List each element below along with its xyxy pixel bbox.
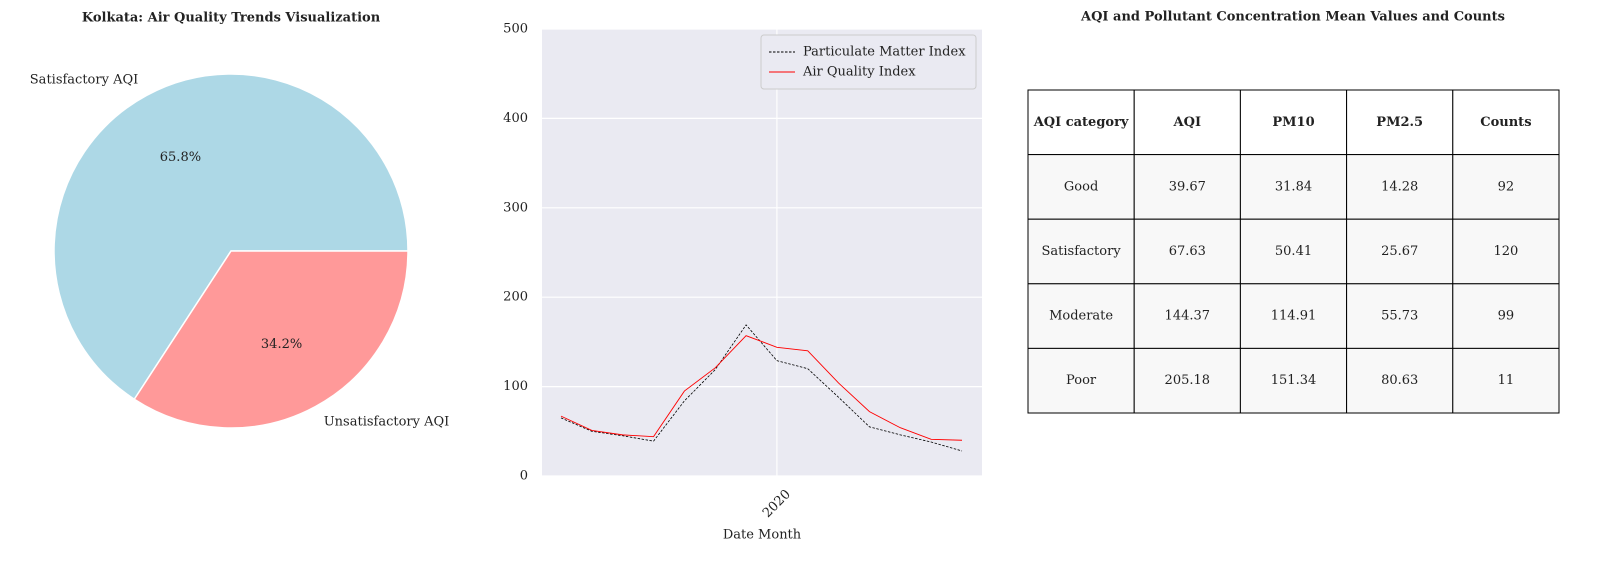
- table-cell-text: 55.73: [1381, 309, 1418, 324]
- table-cell: [1027, 218, 1135, 285]
- table-cell-text: 120: [1493, 244, 1518, 259]
- table-header-cell: [1027, 89, 1135, 156]
- table-cell: [1133, 283, 1241, 349]
- table-cell-text: 144.37: [1165, 309, 1211, 324]
- table-header-cell: [1239, 89, 1348, 156]
- table-cell-text: 50.41: [1275, 244, 1312, 259]
- table-header-cell: [1133, 89, 1241, 156]
- table-cell-text: Poor: [1066, 373, 1097, 388]
- table-header-text: AQI category: [1033, 115, 1129, 130]
- table-header-cell: [1452, 89, 1560, 156]
- line-series: [560, 324, 963, 452]
- table-cell: [1346, 218, 1454, 285]
- table-cell-text: 80.63: [1381, 373, 1418, 388]
- table-cell: [1346, 283, 1454, 349]
- table-header-cell: [1346, 89, 1454, 156]
- y-tick-label: 400: [503, 111, 528, 126]
- table-cell-text: 99: [1498, 309, 1515, 324]
- plot-background: [542, 29, 982, 476]
- table-cell: [1133, 218, 1241, 285]
- y-tick-label: 200: [503, 290, 528, 305]
- table-cell: [1133, 347, 1241, 414]
- table-cell: [1346, 347, 1454, 414]
- legend-box: [760, 34, 977, 90]
- table-header-text: PM10: [1272, 115, 1314, 130]
- x-axis-label: Date Month: [723, 528, 802, 543]
- table-cell: [1452, 154, 1560, 220]
- table-cell-text: 14.28: [1381, 179, 1418, 194]
- pie-label: Unsatisfactory AQI: [324, 415, 450, 430]
- table-cell: [1346, 154, 1454, 220]
- table-cell-text: 39.67: [1169, 179, 1206, 194]
- table-cell: [1452, 218, 1560, 285]
- legend-label: Air Quality Index: [802, 65, 916, 80]
- table-cell-text: Good: [1064, 179, 1098, 194]
- table-header-text: AQI: [1173, 115, 1202, 130]
- table-cell-text: Satisfactory: [1042, 244, 1122, 259]
- pie-percent-label: 65.8%: [160, 150, 201, 165]
- table-cell-text: 31.84: [1275, 179, 1312, 194]
- y-tick-label: 100: [503, 379, 528, 394]
- table-cell: [1027, 347, 1135, 414]
- line-series: [560, 335, 963, 441]
- table-title: AQI and Pollutant Concentration Mean Val…: [1080, 10, 1505, 25]
- x-tick-label: 2020: [760, 487, 794, 521]
- table-cell-text: 67.63: [1169, 244, 1206, 259]
- table-cell-text: 11: [1498, 373, 1515, 388]
- pie-slice: [53, 73, 409, 401]
- table-cell: [1452, 283, 1560, 349]
- table-cell-text: 151.34: [1271, 373, 1317, 388]
- y-tick-label: 0: [520, 469, 528, 484]
- table-cell-text: 92: [1498, 179, 1515, 194]
- table-cell: [1239, 218, 1348, 285]
- table-cell: [1239, 347, 1348, 414]
- table-cell-text: 205.18: [1165, 373, 1211, 388]
- pie-label: Satisfactory AQI: [30, 72, 138, 87]
- table-cell: [1452, 347, 1560, 414]
- table-header-text: Counts: [1480, 115, 1531, 130]
- pie-title: Kolkata: Air Quality Trends Visualizatio…: [82, 11, 381, 26]
- y-tick-label: 500: [503, 22, 528, 37]
- table-cell-text: 25.67: [1381, 244, 1418, 259]
- table-cell-text: 114.91: [1271, 309, 1317, 324]
- table-header-text: PM2.5: [1376, 115, 1423, 130]
- table-cell-text: Moderate: [1049, 309, 1113, 324]
- legend-label: Particulate Matter Index: [803, 45, 966, 60]
- pie-percent-label: 34.2%: [261, 337, 302, 352]
- pie-slice: [133, 250, 409, 429]
- y-tick-label: 300: [503, 200, 528, 215]
- table-cell: [1239, 283, 1348, 349]
